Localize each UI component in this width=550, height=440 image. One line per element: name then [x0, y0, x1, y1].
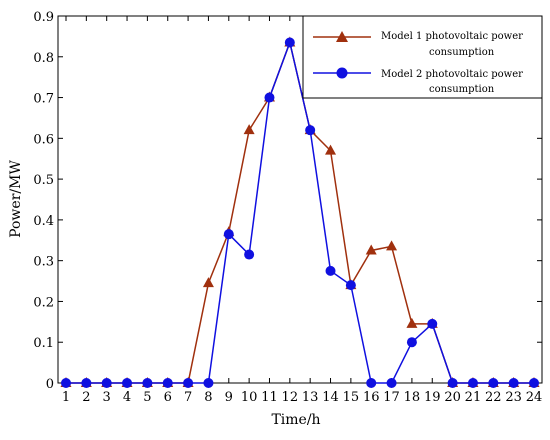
x-tick-label: 14: [322, 390, 339, 405]
data-point-model2: [427, 318, 438, 329]
x-tick-label: 23: [505, 390, 522, 405]
x-tick-label: 11: [261, 390, 278, 405]
data-point-model2: [162, 378, 173, 388]
x-tick-label: 22: [485, 390, 502, 405]
x-tick-label: 7: [184, 390, 192, 405]
data-point-model2: [264, 92, 275, 103]
legend-label-model2-line2: consumption: [429, 84, 495, 95]
y-axis-label: Power/MW: [8, 160, 24, 238]
x-tick-label: 8: [204, 390, 212, 405]
x-tick-label: 4: [123, 390, 131, 405]
data-point-model2: [488, 378, 499, 388]
x-tick-label: 15: [343, 390, 360, 405]
y-tick-label: 0.8: [33, 51, 54, 66]
legend-label-model1-line2: consumption: [429, 47, 495, 58]
x-tick-label: 19: [424, 390, 441, 405]
x-tick-label: 16: [363, 390, 380, 405]
y-tick-label: 0.1: [33, 336, 54, 351]
data-point-model2: [101, 378, 112, 388]
x-tick-label: 24: [526, 390, 543, 405]
legend-label-model2-line1: Model 2 photovoltaic power: [381, 69, 523, 80]
data-point-model1: [243, 124, 255, 135]
legend-label-model1-line1: Model 1 photovoltaic power: [381, 31, 523, 42]
data-point-model2: [61, 378, 71, 388]
data-point-model2: [325, 265, 336, 276]
data-point-model2: [366, 378, 377, 388]
x-tick-label: 12: [282, 390, 299, 405]
data-point-model1: [406, 317, 418, 328]
y-tick-label: 0.7: [33, 92, 54, 107]
legend: Model 1 photovoltaic power consumption M…: [302, 15, 543, 99]
data-point-model1: [202, 277, 214, 288]
y-tick-label: 0.5: [33, 173, 54, 188]
series-model2: [61, 37, 539, 388]
data-point-model2: [467, 378, 478, 388]
data-point-model2: [305, 125, 316, 136]
data-point-model2: [345, 280, 356, 291]
x-tick-label: 1: [62, 390, 70, 405]
data-point-model2: [447, 378, 458, 388]
legend-marker-model2: [336, 67, 348, 79]
data-point-model2: [203, 378, 214, 388]
series-layer: [60, 36, 540, 388]
x-tick-label: 18: [404, 390, 421, 405]
x-tick-label: 3: [103, 390, 111, 405]
x-tick-label: 6: [164, 390, 172, 405]
y-tick-label: 0.6: [33, 132, 54, 147]
data-point-model2: [529, 378, 539, 388]
x-tick-label: 10: [241, 390, 258, 405]
x-tick-label: 13: [302, 390, 319, 405]
x-tick-label: 5: [143, 390, 151, 405]
y-tick-label: 0.4: [33, 214, 54, 229]
y-tick-label: 0.2: [33, 295, 54, 310]
x-tick-label: 20: [444, 390, 461, 405]
data-point-model2: [183, 378, 194, 388]
y-tick-label: 0: [46, 377, 54, 392]
x-tick-label: 17: [383, 390, 400, 405]
legend-box: [302, 15, 543, 99]
data-point-model2: [508, 378, 519, 388]
data-point-model2: [406, 337, 417, 348]
data-point-model1: [386, 240, 398, 251]
legend-marker-model1: [336, 31, 348, 42]
data-point-model2: [244, 249, 255, 260]
data-point-model2: [142, 378, 153, 388]
y-tick-label: 0.3: [33, 255, 54, 270]
data-point-model2: [223, 229, 234, 240]
x-tick-label: 9: [225, 390, 233, 405]
data-point-model2: [122, 378, 133, 388]
x-axis-label: Time/h: [271, 412, 320, 428]
x-axis-ticks: 1 2 3 4 5 6 7 8 9 10 11 12 13 14 15 16 17 18 19 20 21 22 23 24: [62, 16, 542, 405]
y-axis-ticks: 0 0.1 0.2 0.3 0.4 0.5 0.6 0.7 0.8 0.9: [33, 10, 542, 392]
y-tick-label: 0.9: [33, 10, 54, 25]
x-tick-label: 2: [82, 390, 90, 405]
data-point-model2: [284, 37, 295, 48]
x-tick-label: 21: [465, 390, 482, 405]
data-point-model1: [325, 144, 337, 155]
data-point-model2: [81, 378, 92, 388]
data-point-model2: [386, 378, 397, 388]
data-point-model1: [365, 244, 377, 255]
